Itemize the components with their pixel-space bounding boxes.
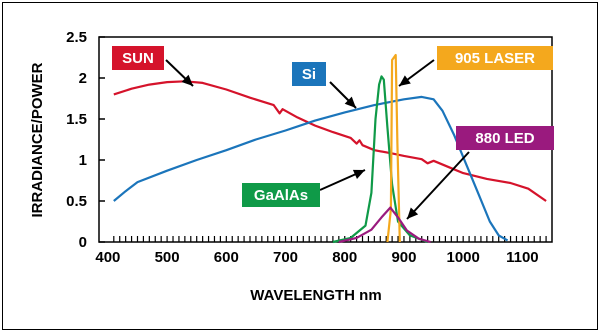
- arrow-880-led: [406, 151, 470, 220]
- y-tick-label: 1: [79, 152, 87, 169]
- series-line-gaalas: [332, 75, 428, 244]
- x-tick-label: 700: [273, 249, 298, 266]
- arrowhead-sun: [181, 74, 193, 86]
- tag-sun: [112, 46, 164, 70]
- tag-gaalas: [242, 183, 320, 207]
- x-tick-label: 1100: [506, 249, 539, 266]
- x-tick-label: 900: [391, 249, 416, 266]
- arrowhead-si: [344, 96, 356, 108]
- tag-905-laser: [437, 46, 553, 70]
- y-tick-label: 0: [79, 234, 87, 251]
- y-tick-label: 1.5: [66, 111, 87, 128]
- tag-si: [292, 62, 326, 86]
- series-line-sun: [113, 80, 547, 202]
- tag-label-gaalas: GaAlAs: [254, 187, 308, 204]
- series-lines: [113, 53, 547, 244]
- arrowhead-880-led: [407, 207, 419, 219]
- tag-label-sun: SUN: [122, 50, 154, 67]
- figure-border: [2, 2, 598, 330]
- annotations: SUN Si 905 LASER GaAlAs 880 LED: [112, 46, 554, 220]
- arrowhead-905-laser: [399, 75, 411, 86]
- arrowhead-gaalas: [352, 169, 365, 180]
- x-tick-label: 400: [95, 249, 120, 266]
- tag-880-led: [456, 126, 554, 150]
- series-line-si: [113, 95, 509, 242]
- tag-label-si: Si: [302, 66, 316, 83]
- x-tick-label: 1000: [446, 249, 479, 266]
- series-line-880-led: [338, 206, 431, 244]
- y-axis-label: IRRADIANCE/POWER: [29, 62, 46, 217]
- tag-label-880-led: 880 LED: [475, 130, 534, 147]
- x-tick-label: 800: [332, 249, 357, 266]
- x-tick-label: 600: [214, 249, 239, 266]
- series-line-905-laser: [386, 53, 401, 243]
- axes: 0 0.5 1 1.5 2 2.5 400 500 600 700 800 900 1000 1100: [66, 29, 553, 266]
- x-tick-label: 500: [155, 249, 180, 266]
- y-tick-label: 2.5: [66, 29, 87, 46]
- y-tick-label: 2: [79, 70, 87, 87]
- x-axis-label: WAVELENGTH nm: [250, 287, 381, 304]
- y-tick-label: 0.5: [66, 193, 87, 210]
- tag-label-905-laser: 905 LASER: [455, 50, 535, 67]
